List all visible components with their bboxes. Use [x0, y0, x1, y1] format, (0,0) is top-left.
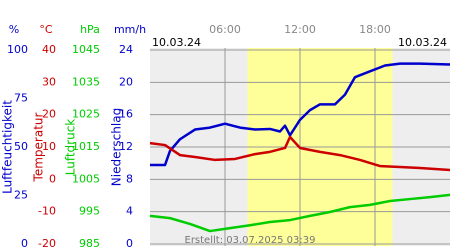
axis-title: Luftfeuchtigkeit [1, 100, 15, 194]
y-tick-label: 1045 [72, 43, 100, 56]
x-tick-label: 18:00 [359, 23, 391, 36]
y-tick-label: 50 [14, 140, 28, 153]
y-tick-label: 985 [79, 237, 100, 250]
y-tick-label: 1035 [72, 75, 100, 88]
y-tick-label: 75 [14, 92, 28, 105]
axis-unit: hPa [80, 23, 100, 36]
y-tick-label: -20 [38, 237, 56, 250]
series-line [149, 193, 450, 233]
series-line [150, 62, 450, 167]
y-tick-label: 1015 [72, 140, 100, 153]
y-tick-label: 100 [7, 43, 28, 56]
axis-title: Luftdruck [64, 119, 78, 176]
y-tick-label: 4 [126, 205, 133, 218]
y-tick-label: 25 [14, 189, 28, 202]
axis-title: Temperatur [32, 112, 46, 182]
axis-unit: °C [39, 23, 53, 36]
y-tick-label: 1005 [72, 172, 100, 185]
axis-title: Niederschlag [110, 108, 124, 186]
y-tick-label: 20 [42, 108, 56, 121]
date-left: 10.03.24 [152, 36, 201, 49]
axis-unit: mm/h [114, 23, 146, 36]
y-tick-label: 16 [119, 108, 133, 121]
axis-unit: % [9, 23, 19, 36]
date-right: 10.03.24 [398, 36, 447, 49]
y-tick-label: 995 [79, 205, 100, 218]
x-tick-label: 12:00 [284, 23, 316, 36]
y-tick-label: 30 [42, 75, 56, 88]
y-tick-label: 20 [119, 75, 133, 88]
y-tick-label: 10 [42, 140, 56, 153]
y-tick-label: 0 [126, 237, 133, 250]
footer: Erstellt: 03.07.2025 03:39 [185, 235, 316, 246]
y-tick-label: 12 [119, 140, 133, 153]
y-tick-label: 40 [42, 43, 56, 56]
y-tick-label: 24 [119, 43, 133, 56]
series-line [149, 135, 450, 172]
x-tick-label: 06:00 [209, 23, 241, 36]
y-tick-label: 8 [126, 172, 133, 185]
y-tick-label: 0 [21, 237, 28, 250]
y-tick-label: 0 [49, 172, 56, 185]
y-tick-label: -10 [38, 205, 56, 218]
y-tick-label: 1025 [72, 108, 100, 121]
